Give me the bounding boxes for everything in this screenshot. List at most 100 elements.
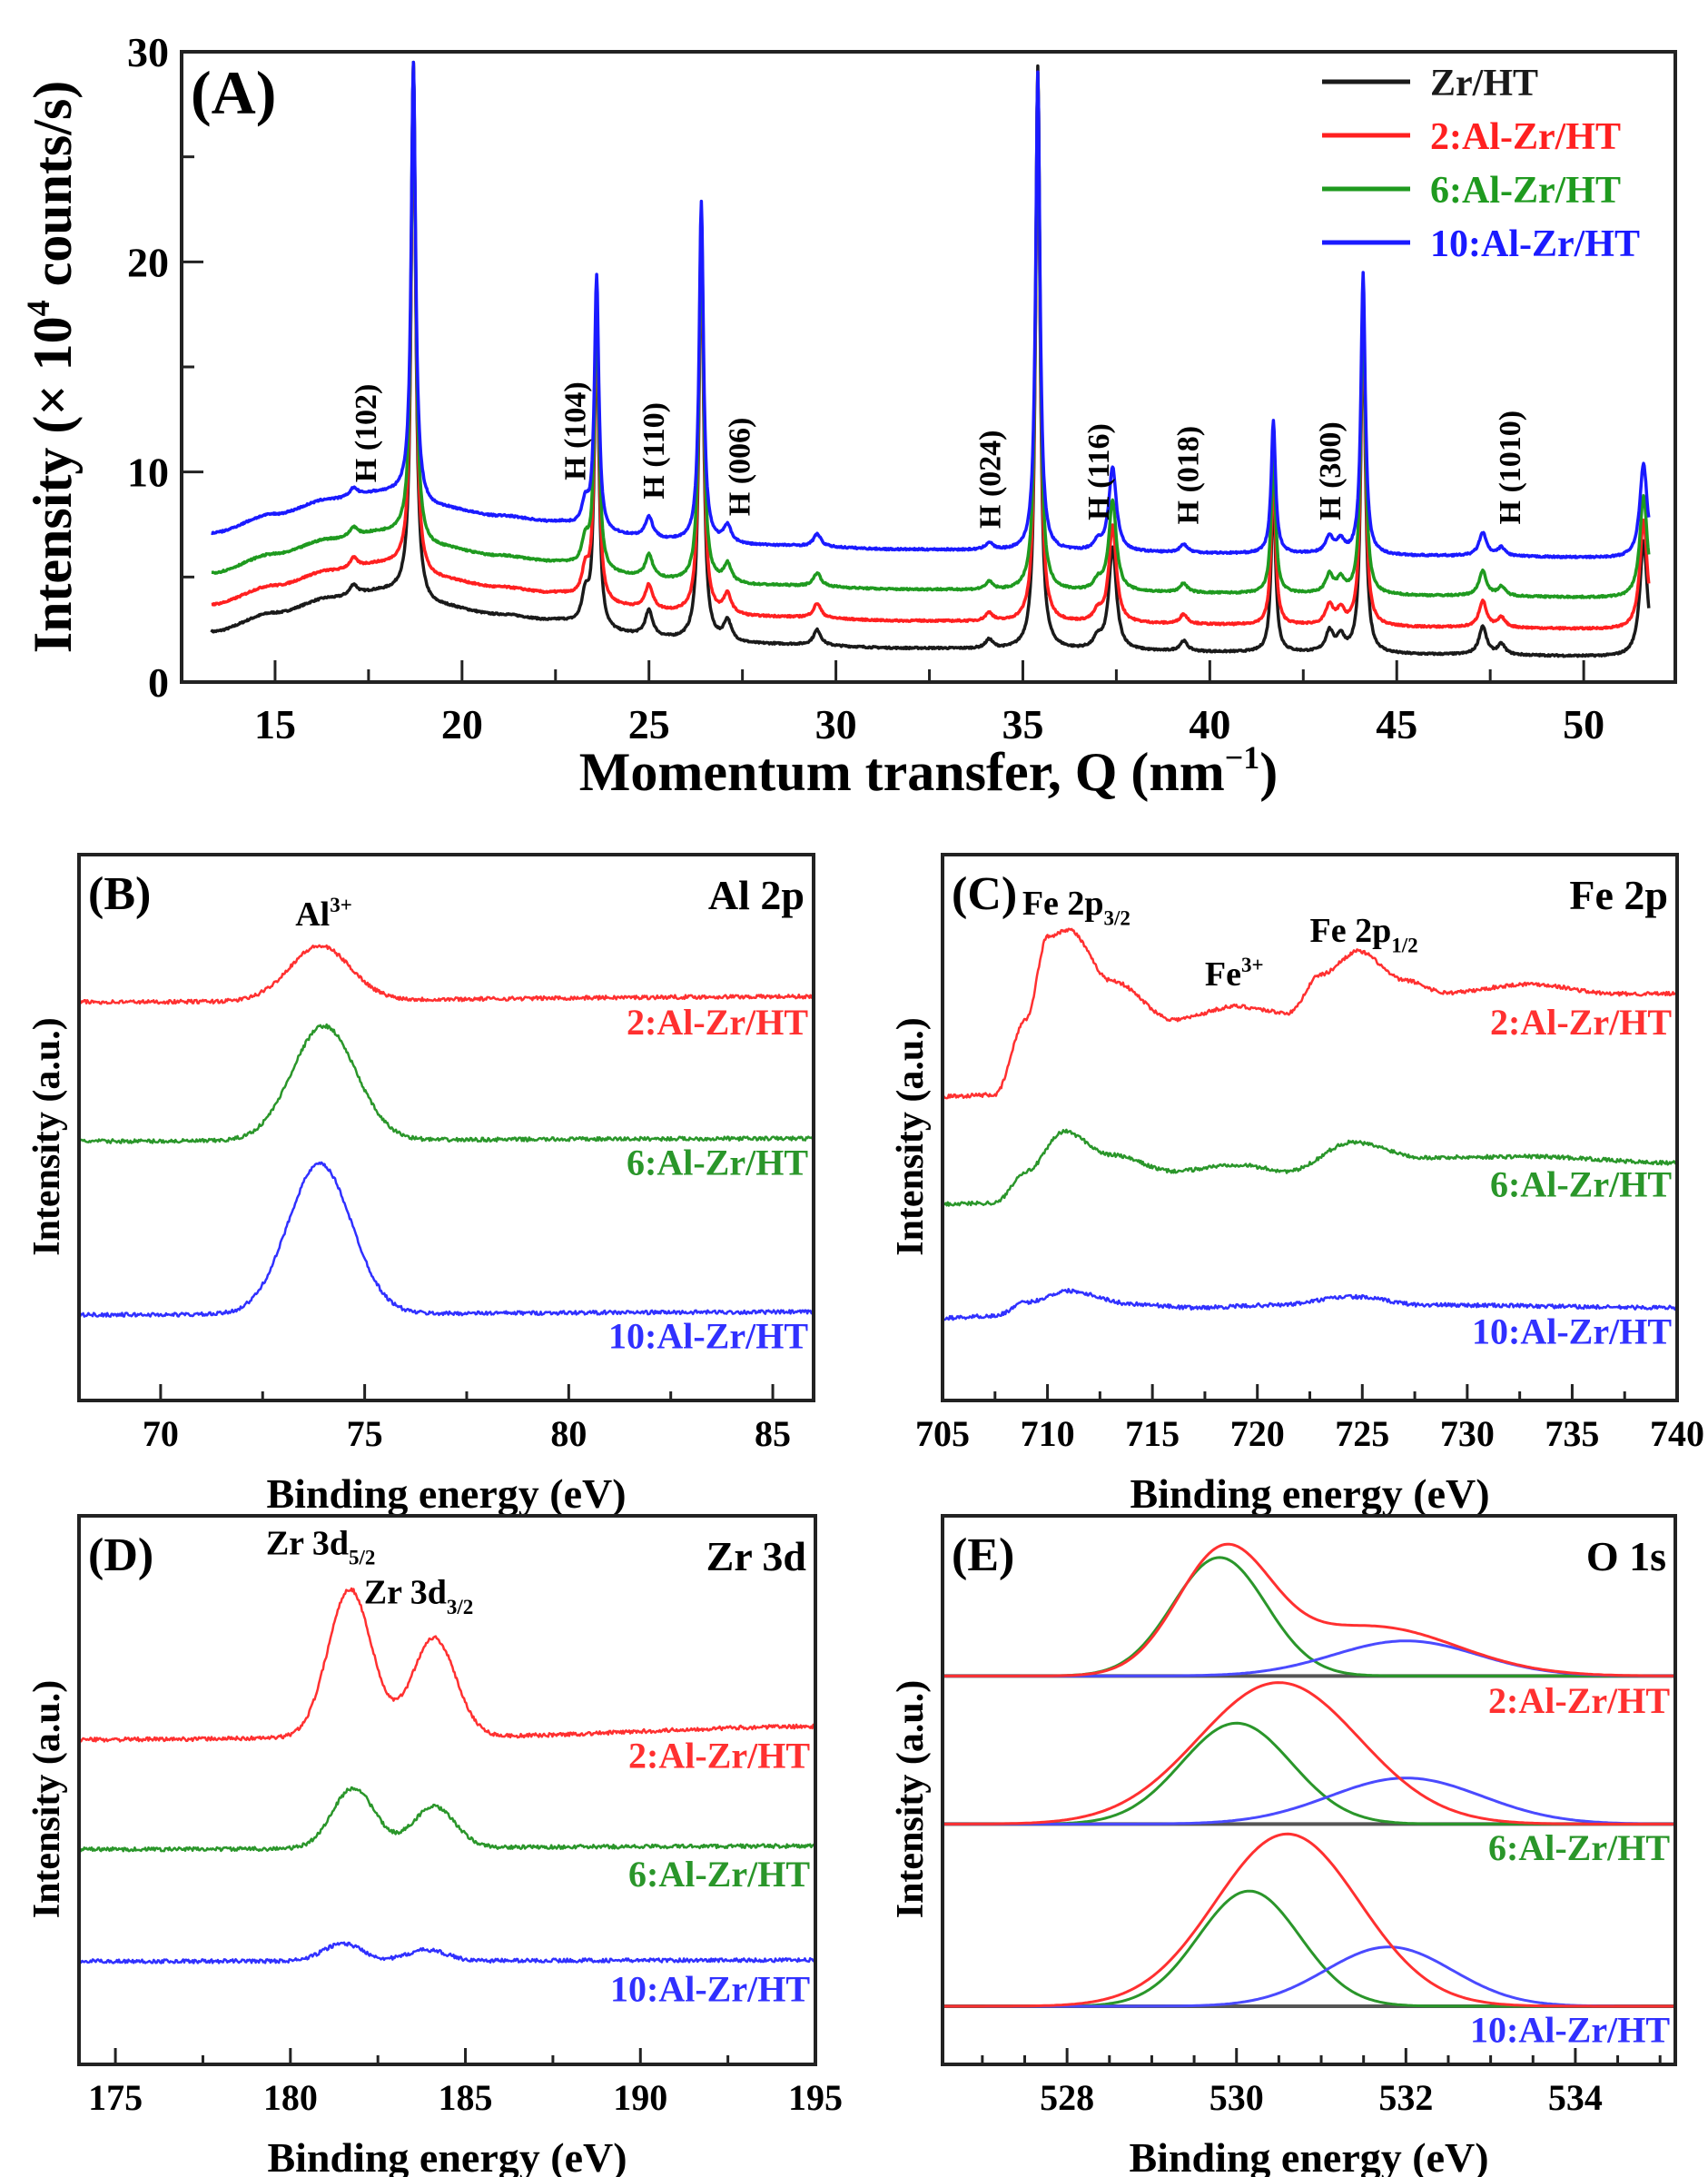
peak-annotation: H (006) [724,418,757,517]
y-tick-label: 20 [127,239,169,285]
x-tick-label: 532 [1378,2077,1433,2118]
x-tick-label: 175 [88,2077,143,2118]
x-axis-label: Binding energy (eV) [266,1470,626,1517]
peak-annotation: H (1010) [1494,411,1527,525]
x-tick-label: 735 [1545,1413,1599,1454]
x-axis-label: Binding energy (eV) [1130,1470,1489,1517]
peak-annotation: H (110) [637,402,671,500]
y-axis-label: Intensity (a.u.) [890,1680,932,1919]
peak-annotation: Fe 2p1/2 [1310,912,1418,956]
x-tick-label: 25 [628,701,670,747]
peak-annotation: H (024) [973,430,1007,529]
plot-frame [77,853,815,1402]
series-label: 2:Al-Zr/HT [627,1002,808,1043]
x-tick-label: 710 [1021,1413,1075,1454]
panel-title: Fe 2p [1569,872,1668,918]
legend-label: 6:Al-Zr/HT [1430,170,1621,212]
x-axis-label: Binding energy (eV) [1129,2134,1488,2177]
legend-label: 2:Al-Zr/HT [1430,116,1621,158]
y-axis-label: Intensity (a.u.) [890,1017,932,1256]
plot-frame [941,853,1679,1402]
series-line [211,60,1651,559]
fit-lattice-oxygen-line [943,1721,1675,1826]
series-label: 6:Al-Zr/HT [627,1142,808,1183]
peak-annotation: H (104) [558,381,592,480]
x-tick-label: 725 [1335,1413,1389,1454]
x-tick-label: 45 [1376,701,1417,747]
panel-label: (C) [952,868,1017,920]
panel-label: (D) [88,1529,153,1581]
y-axis-label: Intensity (× 104 counts/s) [20,81,83,654]
plot-area [943,1542,1675,2008]
x-tick-label: 530 [1209,2077,1264,2118]
x-tick-label: 185 [439,2077,493,2118]
panel-title: O 1s [1586,1533,1666,1579]
x-tick-label: 730 [1440,1413,1495,1454]
panel-title: Zr 3d [706,1533,807,1579]
peak-annotation: Zr 3d5/2 [266,1524,376,1568]
series-line [943,1128,1677,1207]
x-tick-label: 190 [613,2077,667,2118]
x-tick-label: 20 [441,701,483,747]
plot-area [943,927,1677,1321]
series-line [79,1023,814,1144]
x-tick-label: 720 [1230,1413,1285,1454]
y-tick-label: 0 [148,659,169,706]
peak-annotation: Zr 3d3/2 [364,1574,474,1618]
peak-annotation: H (116) [1082,423,1116,520]
x-tick-label: 715 [1125,1413,1180,1454]
series-line [79,944,814,1005]
panel-title: Al 2p [708,872,805,918]
x-tick-label: 85 [755,1413,791,1454]
series-label: 10:Al-Zr/HT [610,1969,810,2010]
panel-label: (B) [88,868,151,920]
peak-annotation: Fe 2p3/2 [1022,885,1130,929]
x-tick-label: 75 [347,1413,383,1454]
fit-surface-oxygen-line [943,1776,1675,1826]
panel-e: 528 530 532 534 Binding energy (eV) Intensity… [890,1514,1677,2177]
series-label: 10:Al-Zr/HT [1470,2009,1670,2050]
series-line [79,1587,815,1743]
series-line [943,1288,1677,1321]
y-axis-label: Intensity (a.u.) [26,1017,68,1256]
fit-surface-oxygen-line [943,1945,1675,2008]
fit-envelope-line [943,1681,1675,1826]
series-label: 2:Al-Zr/HT [1490,1002,1672,1043]
x-axis-label: Momentum transfer, Q (nm−1) [579,739,1279,802]
fit-lattice-oxygen-line [943,1889,1675,2008]
series-line [943,927,1677,1100]
series-label: 6:Al-Zr/HT [628,1854,810,1895]
series-label: 6:Al-Zr/HT [1490,1163,1672,1204]
peak-annotation: Al3+ [295,894,352,934]
x-tick-label: 534 [1548,2077,1603,2118]
plot-area [210,60,1651,658]
panel-d: 175 180 185 190 195 Binding energy (eV) Intens… [26,1514,843,2177]
peak-annotation: H (300) [1314,421,1348,520]
series-label: 6:Al-Zr/HT [1488,1827,1670,1868]
fit-envelope-line [943,1542,1675,1677]
series-line [211,60,1651,599]
panel-b: 70 75 80 85 Binding energy (eV) Intensity (a.… [26,853,815,1517]
series-label: 2:Al-Zr/HT [628,1735,810,1776]
plot-frame [941,1514,1677,2066]
panel-label: (A) [191,58,276,127]
peak-annotation: H (018) [1172,426,1206,525]
x-tick-label: 528 [1040,2077,1094,2118]
legend-label: Zr/HT [1430,63,1538,104]
x-tick-label: 35 [1002,701,1043,747]
plot-frame [180,50,1677,684]
x-tick-label: 180 [263,2077,318,2118]
x-tick-label: 195 [788,2077,843,2118]
fit-envelope-line [943,1832,1675,2008]
x-axis-label: Binding energy (eV) [267,2134,627,2177]
plot-area [79,944,814,1318]
x-tick-label: 705 [915,1413,970,1454]
x-tick-label: 50 [1563,701,1604,747]
x-tick-label: 70 [143,1413,179,1454]
plot-frame [77,1514,817,2066]
panel-c: 705 710 715 720 725 730 735 740 Binding energy (… [890,853,1704,1517]
series-line [79,1786,815,1853]
series-label: 10:Al-Zr/HT [608,1315,808,1356]
x-tick-label: 30 [815,701,857,747]
